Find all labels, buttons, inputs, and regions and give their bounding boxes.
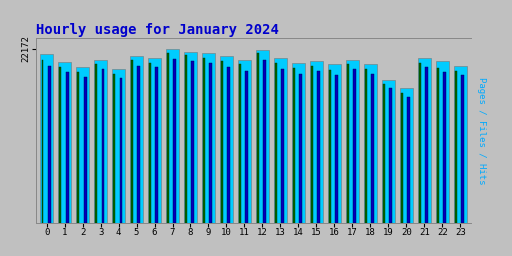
Bar	[245, 71, 248, 223]
Bar	[227, 67, 230, 223]
Bar	[150, 63, 151, 223]
Bar	[221, 61, 223, 223]
Bar	[209, 63, 212, 223]
Bar	[130, 56, 143, 223]
Bar	[310, 61, 323, 223]
Bar	[364, 64, 377, 223]
Bar	[58, 62, 71, 223]
Bar	[185, 55, 187, 223]
Bar	[191, 61, 195, 223]
Bar	[381, 80, 395, 223]
Bar	[59, 67, 61, 223]
Bar	[371, 74, 374, 223]
Bar	[317, 71, 321, 223]
Bar	[156, 67, 158, 223]
Bar	[436, 61, 449, 223]
Bar	[174, 59, 177, 223]
Bar	[399, 88, 413, 223]
Bar	[119, 78, 122, 223]
Bar	[94, 60, 108, 223]
Bar	[238, 60, 251, 223]
Bar	[365, 69, 367, 223]
Bar	[255, 50, 269, 223]
Bar	[335, 75, 338, 223]
Bar	[184, 52, 197, 223]
Bar	[275, 63, 277, 223]
Bar	[203, 58, 205, 223]
Bar	[220, 56, 233, 223]
Bar	[329, 70, 331, 223]
Bar	[166, 49, 179, 223]
Bar	[461, 75, 464, 223]
Bar	[419, 63, 421, 223]
Bar	[239, 64, 241, 223]
Bar	[311, 66, 313, 223]
Bar	[138, 66, 140, 223]
Bar	[347, 64, 349, 223]
Bar	[66, 72, 69, 223]
Bar	[40, 54, 53, 223]
Bar	[148, 58, 161, 223]
Bar	[263, 60, 266, 223]
Bar	[418, 58, 431, 223]
Text: Hourly usage for January 2024: Hourly usage for January 2024	[36, 23, 279, 37]
Bar	[274, 58, 287, 223]
Bar	[76, 67, 89, 223]
Bar	[83, 77, 87, 223]
Bar	[293, 68, 295, 223]
Bar	[292, 63, 305, 223]
Bar	[114, 74, 115, 223]
Bar	[389, 88, 392, 223]
Bar	[443, 72, 446, 223]
Bar	[300, 74, 302, 223]
Bar	[101, 69, 104, 223]
Bar	[346, 60, 359, 223]
Bar	[48, 66, 51, 223]
Bar	[41, 60, 43, 223]
Bar	[437, 68, 439, 223]
Bar	[112, 69, 125, 223]
Bar	[95, 64, 97, 223]
Bar	[455, 71, 457, 223]
Bar	[132, 60, 133, 223]
Bar	[401, 93, 403, 223]
Bar	[454, 66, 467, 223]
Bar	[383, 84, 385, 223]
Bar	[167, 52, 169, 223]
Bar	[202, 53, 215, 223]
Bar	[77, 72, 79, 223]
Bar	[282, 69, 284, 223]
Bar	[407, 97, 410, 223]
Bar	[425, 67, 428, 223]
Bar	[353, 69, 356, 223]
Bar	[328, 64, 341, 223]
Y-axis label: Pages / Files / Hits: Pages / Files / Hits	[477, 77, 485, 184]
Bar	[258, 53, 259, 223]
